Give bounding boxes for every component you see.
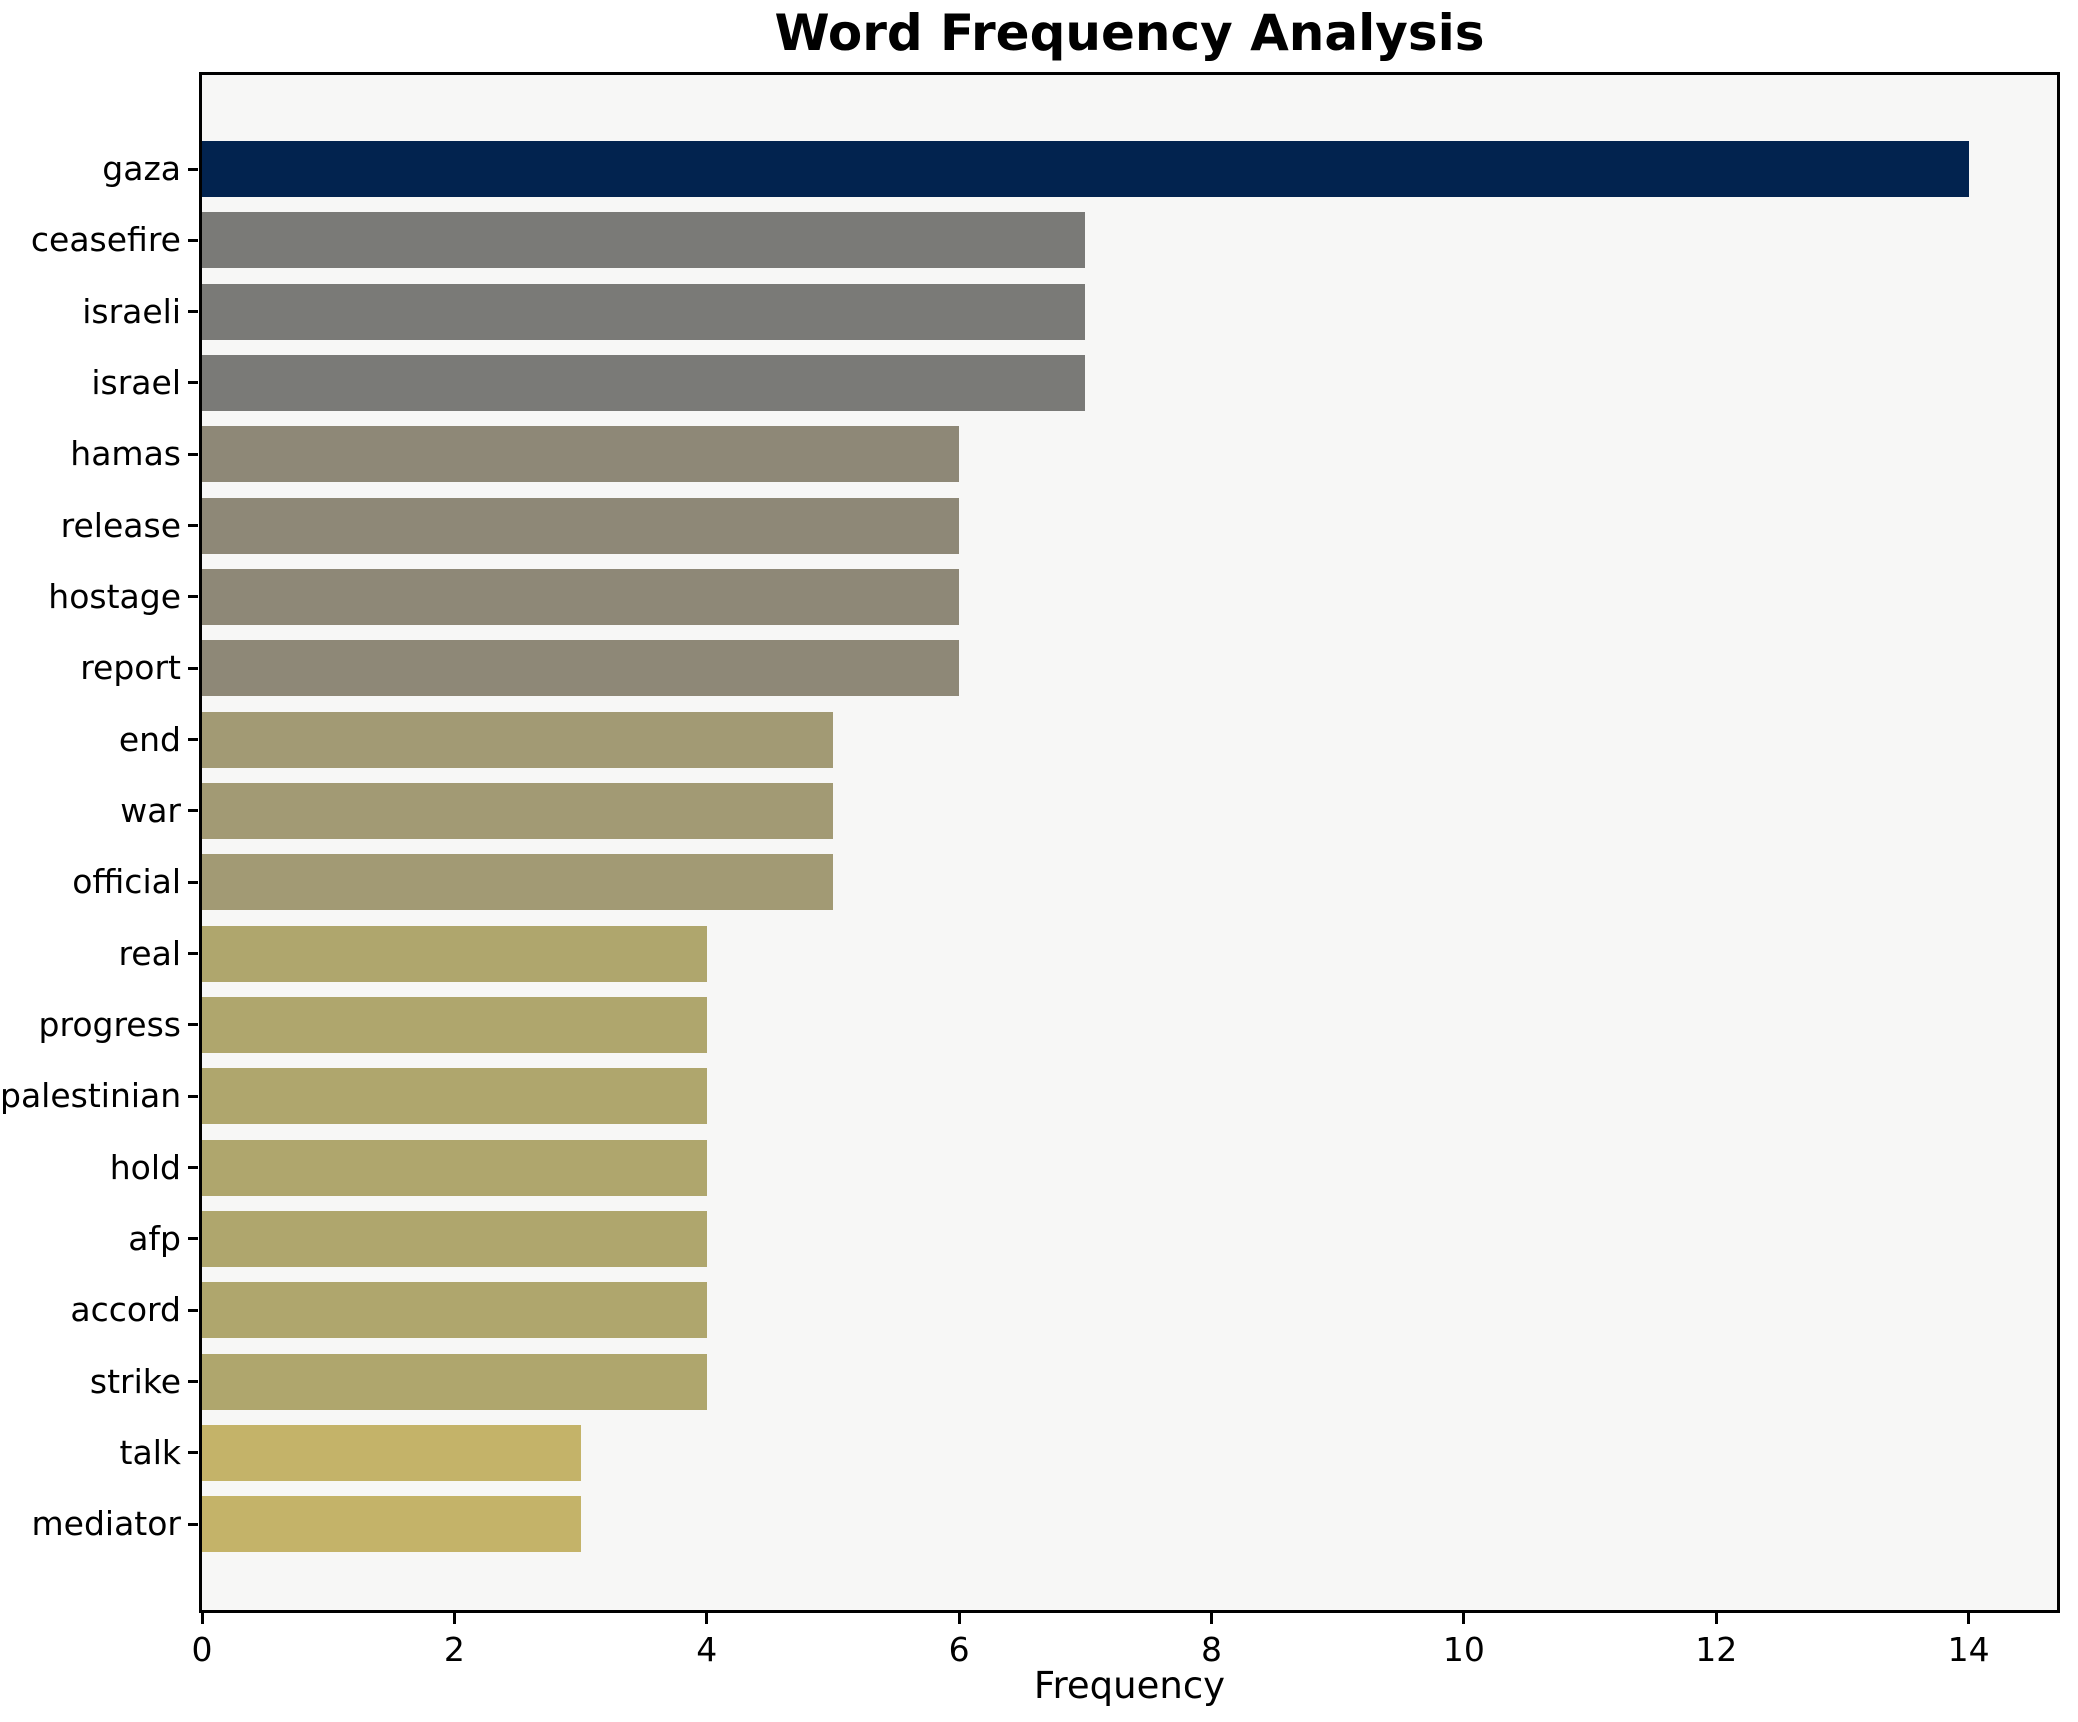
- y-tick-mark: [188, 952, 198, 956]
- y-tick-mark: [188, 1023, 198, 1027]
- y-tick-mark: [188, 1237, 198, 1241]
- bar-hamas: [202, 426, 960, 483]
- bar-accord: [202, 1282, 707, 1339]
- y-tick-label: hold: [109, 1147, 181, 1187]
- y-tick-label: progress: [38, 1004, 181, 1044]
- bar-progress: [202, 996, 707, 1053]
- y-tick-label: hamas: [70, 434, 181, 474]
- bar-release: [202, 497, 960, 554]
- bar-israel: [202, 354, 1086, 411]
- y-tick-mark: [188, 1451, 198, 1455]
- y-tick-label: official: [72, 862, 181, 902]
- bar-end: [202, 711, 833, 768]
- bar-war: [202, 782, 833, 839]
- x-tick-mark: [1967, 1613, 1971, 1624]
- bar-mediator: [202, 1496, 581, 1553]
- y-tick-mark: [188, 1094, 198, 1098]
- y-tick-label: accord: [70, 1290, 181, 1330]
- plot-area: [199, 72, 2060, 1613]
- bar-hostage: [202, 568, 960, 625]
- x-tick-label: 0: [191, 1630, 213, 1669]
- y-tick-label: palestinian: [0, 1076, 182, 1116]
- y-tick-label: strike: [89, 1361, 181, 1401]
- x-tick-mark: [1714, 1613, 1718, 1624]
- y-tick-label: mediator: [31, 1504, 181, 1544]
- bar-official: [202, 854, 833, 911]
- bar-israeli: [202, 283, 1086, 340]
- y-tick-label: hostage: [48, 576, 181, 616]
- x-tick-mark: [200, 1613, 204, 1624]
- y-tick-mark: [188, 809, 198, 813]
- x-tick-mark: [1210, 1613, 1214, 1624]
- x-tick-label: 10: [1442, 1630, 1485, 1669]
- x-tick-mark: [705, 1613, 709, 1624]
- y-tick-mark: [188, 595, 198, 599]
- x-tick-label: 8: [1201, 1630, 1223, 1669]
- bar-report: [202, 640, 960, 697]
- y-tick-label: war: [120, 790, 181, 830]
- x-tick-mark: [1462, 1613, 1466, 1624]
- x-tick-label: 2: [443, 1630, 465, 1669]
- y-tick-mark: [188, 880, 198, 884]
- chart-title: Word Frequency Analysis: [774, 4, 1485, 62]
- bar-real: [202, 925, 707, 982]
- bar-talk: [202, 1424, 581, 1481]
- y-tick-label: israel: [91, 362, 181, 402]
- y-tick-mark: [188, 1308, 198, 1312]
- bar-afp: [202, 1210, 707, 1267]
- y-tick-label: israeli: [82, 291, 181, 331]
- y-tick-mark: [188, 238, 198, 242]
- y-tick-label: real: [118, 933, 181, 973]
- y-tick-mark: [188, 1380, 198, 1384]
- bar-hold: [202, 1139, 707, 1196]
- bar-ceasefire: [202, 212, 1086, 269]
- y-tick-mark: [188, 1166, 198, 1170]
- x-axis-label: Frequency: [1033, 1664, 1226, 1707]
- y-tick-mark: [188, 738, 198, 742]
- x-tick-label: 14: [1947, 1630, 1990, 1669]
- y-tick-label: report: [80, 648, 181, 688]
- x-tick-mark: [957, 1613, 961, 1624]
- y-tick-label: release: [60, 505, 181, 545]
- y-tick-label: afp: [128, 1218, 181, 1258]
- x-tick-label: 6: [948, 1630, 970, 1669]
- y-tick-mark: [188, 1522, 198, 1526]
- y-tick-mark: [188, 167, 198, 171]
- x-tick-label: 4: [696, 1630, 718, 1669]
- x-tick-label: 12: [1695, 1630, 1738, 1669]
- bar-palestinian: [202, 1068, 707, 1125]
- y-tick-mark: [188, 524, 198, 528]
- x-tick-mark: [452, 1613, 456, 1624]
- y-tick-mark: [188, 310, 198, 314]
- bar-gaza: [202, 141, 1969, 197]
- y-tick-mark: [188, 452, 198, 456]
- y-tick-label: ceasefire: [30, 220, 181, 260]
- y-tick-mark: [188, 381, 198, 385]
- y-tick-label: end: [118, 719, 181, 759]
- y-tick-label: gaza: [102, 149, 181, 188]
- bar-strike: [202, 1353, 707, 1410]
- y-tick-label: talk: [119, 1432, 181, 1472]
- y-tick-mark: [188, 666, 198, 670]
